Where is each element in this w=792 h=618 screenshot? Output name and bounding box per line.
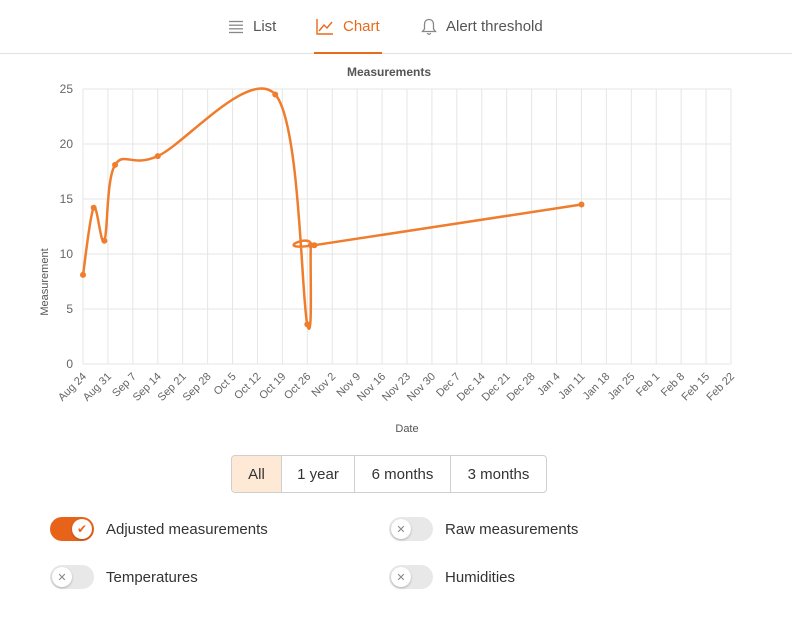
y-tick-label: 0 [66,357,73,371]
raw-measurements-label: Raw measurements [445,520,579,538]
x-tick-label: Sep 28 [181,371,214,404]
x-tick-label: Nov 30 [405,371,438,404]
toggle-temperatures: ✕ Temperatures [50,565,198,589]
x-tick-label: Aug 31 [81,371,114,404]
x-tick-label: Oct 12 [232,371,263,402]
series-layer [80,87,585,330]
range-6-months-button[interactable]: 6 months [355,456,451,492]
x-tick-label: Feb 1 [634,371,662,399]
humidities-switch[interactable]: ✕ [389,565,433,589]
y-axis-ticks: 0 5 10 15 20 25 [60,82,74,371]
data-point[interactable] [80,271,86,278]
tab-list[interactable]: List [228,0,276,53]
check-icon: ✔ [72,519,92,539]
x-tick-label: Dec 28 [505,371,538,404]
y-axis-label: Measurement [39,248,51,315]
chart-title: Measurements [347,65,431,79]
x-tick-label: Jan 25 [606,371,638,403]
x-tick-label: Nov 2 [310,371,339,400]
x-tick-label: Oct 26 [282,371,313,402]
toggle-adjusted-measurements: ✔ Adjusted measurements [50,517,268,541]
data-point[interactable] [311,242,318,249]
range-1-year-button[interactable]: 1 year [282,456,355,492]
y-tick-label: 25 [60,82,74,96]
y-tick-label: 5 [66,302,73,316]
x-axis-label: Date [395,423,418,435]
data-point[interactable] [112,161,119,168]
temperatures-switch[interactable]: ✕ [50,565,94,589]
x-tick-label: Jan 18 [581,371,613,403]
y-tick-label: 10 [60,247,74,261]
list-icon [228,20,244,34]
x-tick-label: Oct 19 [257,371,288,402]
toggle-raw-measurements: ✕ Raw measurements [389,517,578,541]
y-tick-label: 20 [60,137,74,151]
tab-chart-label: Chart [343,18,380,35]
range-3-months-button[interactable]: 3 months [467,465,530,483]
temperatures-label: Temperatures [106,568,198,586]
tab-bar: List Chart Alert threshold [0,0,792,54]
toggle-humidities: ✕ Humidities [389,565,515,589]
data-point[interactable] [272,91,279,98]
x-icon: ✕ [391,519,411,539]
tab-list-label: List [253,18,277,35]
data-point[interactable] [304,321,311,328]
x-icon: ✕ [391,567,411,587]
tab-alert-threshold[interactable]: Alert threshold [421,0,543,53]
chart-grid [82,88,732,365]
data-point[interactable] [154,153,161,160]
data-point[interactable] [90,204,97,211]
range-selector: All 1 year 6 months 3 months [231,455,547,493]
humidities-label: Humidities [445,568,516,586]
data-point[interactable] [578,201,585,208]
y-tick-label: 15 [60,192,74,206]
x-icon: ✕ [52,567,72,587]
adjusted-measurements-switch[interactable]: ✔ [50,517,94,541]
bell-icon [421,18,437,36]
tab-chart[interactable]: Chart [314,0,382,54]
chart-line-icon [316,18,334,35]
adjusted-measurements-label: Adjusted measurements [106,520,268,538]
raw-measurements-switch[interactable]: ✕ [389,517,433,541]
tab-alert-threshold-label: Alert threshold [446,18,543,35]
data-point[interactable] [101,237,108,244]
x-tick-label: Feb 22 [704,371,737,404]
range-all-button[interactable]: All [232,456,282,492]
